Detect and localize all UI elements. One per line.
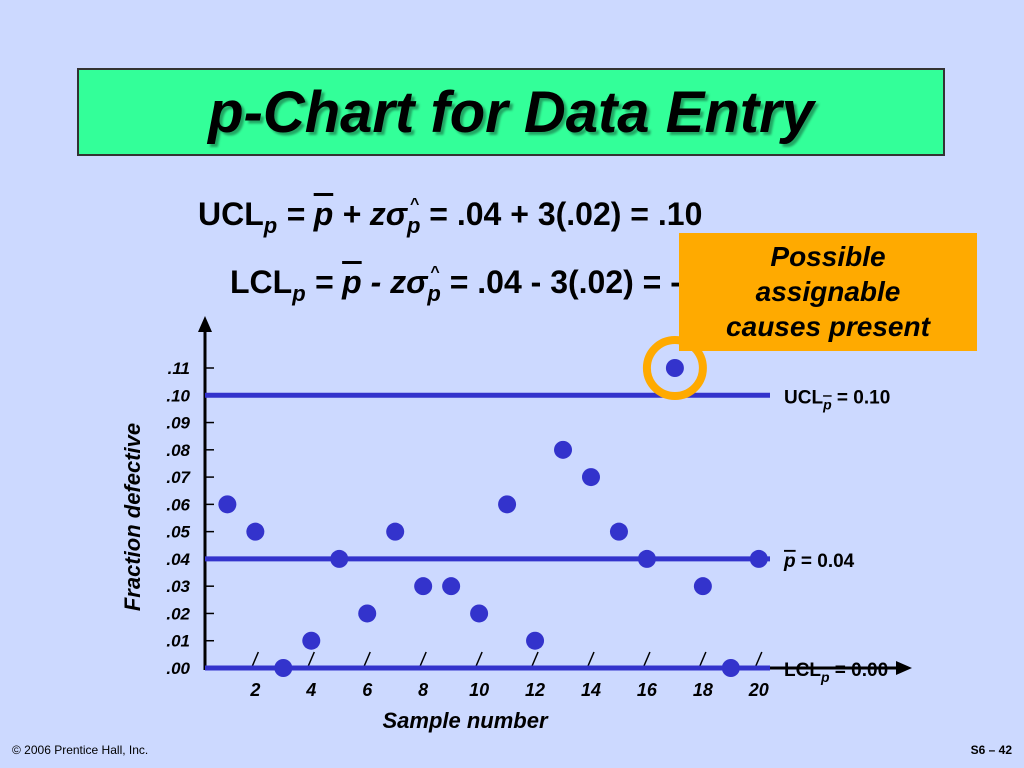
- data-point: [665, 359, 684, 377]
- x-tick-label: 14: [581, 680, 601, 700]
- y-tick-label: .03: [166, 577, 190, 596]
- data-point: [246, 522, 265, 541]
- callout-line-1: Possible: [770, 241, 886, 272]
- x-tick-label: 6: [362, 680, 373, 700]
- lcl-formula-pbar: p: [342, 264, 362, 300]
- x-tick-label: 12: [525, 680, 545, 700]
- data-point: [609, 522, 628, 541]
- y-tick-label: .11: [168, 359, 190, 378]
- ucl-formula: UCLp = p + zσ ^ p = .04 + 3(.02) = .10: [198, 196, 703, 238]
- lcl-formula-z: z: [390, 264, 407, 300]
- x-tick-label: 4: [305, 680, 316, 700]
- ucl-formula-sigma: σ: [385, 196, 407, 232]
- y-tick-label: .08: [166, 441, 190, 460]
- data-point: [218, 495, 237, 514]
- data-point: [442, 577, 461, 596]
- lcl-formula-lead: LCL: [230, 264, 293, 300]
- data-point: [581, 468, 600, 487]
- x-tick: [363, 651, 371, 667]
- copyright: © 2006 Prentice Hall, Inc.: [12, 743, 149, 757]
- lcl-formula-eq: =: [314, 264, 334, 300]
- x-tick: [307, 651, 315, 667]
- ucl-formula-z: z: [369, 196, 386, 232]
- y-tick-label: .09: [166, 414, 190, 433]
- data-point: [498, 495, 517, 514]
- x-tick-label: 2: [249, 680, 260, 700]
- x-tick: [475, 651, 483, 667]
- lcl-formula-sigma-sub: p: [427, 281, 441, 306]
- y-axis-arrow-icon: [198, 316, 212, 332]
- y-tick-label: .04: [166, 550, 190, 569]
- ucl-formula-lead: UCL: [198, 196, 264, 232]
- data-point: [526, 631, 545, 650]
- x-tick: [699, 651, 707, 667]
- x-axis-arrow-icon: [896, 661, 912, 675]
- control-line-label: UCLp = 0.10: [784, 387, 890, 412]
- slide-number: S6 – 42: [970, 743, 1012, 757]
- data-point: [470, 604, 489, 623]
- ucl-formula-op: +: [342, 196, 361, 232]
- y-tick-label: .07: [166, 468, 191, 487]
- lcl-formula-op: -: [370, 264, 382, 300]
- x-tick: [643, 651, 651, 667]
- y-tick-label: .06: [166, 495, 190, 514]
- data-point: [637, 549, 656, 568]
- ucl-formula-rest: = .04 + 3(.02) = .10: [429, 196, 703, 232]
- y-tick-label: .05: [166, 523, 190, 542]
- data-point: [554, 440, 573, 459]
- ucl-formula-pbar: p: [313, 196, 334, 232]
- ucl-formula-hat: ^: [409, 196, 420, 213]
- x-tick: [531, 651, 539, 667]
- data-point: [302, 631, 321, 650]
- data-point: [749, 549, 768, 568]
- data-point: [330, 549, 349, 568]
- x-tick: [587, 651, 595, 667]
- lcl-formula-hat: ^: [430, 264, 440, 281]
- title-box: p-Chart for Data Entry: [77, 68, 945, 156]
- data-point: [414, 577, 433, 596]
- out-of-control-highlight-ring: [642, 336, 707, 400]
- lcl-formula-sigma: σ: [406, 264, 428, 300]
- x-tick-label: 20: [748, 680, 769, 700]
- y-tick-label: .01: [166, 632, 190, 651]
- data-point: [386, 522, 405, 541]
- data-point: [274, 659, 293, 677]
- ucl-formula-eq: =: [286, 196, 305, 232]
- lcl-formula-lead-sub: p: [292, 281, 306, 306]
- x-tick-label: 8: [418, 680, 428, 700]
- ucl-formula-sigma-sub: p: [406, 213, 421, 238]
- x-tick-label: 16: [637, 680, 658, 700]
- x-tick: [251, 651, 260, 667]
- x-tick-label: 10: [469, 680, 489, 700]
- x-axis-title: Sample number: [382, 708, 548, 733]
- y-tick-label: .10: [166, 386, 190, 405]
- control-line-label: p = 0.04: [783, 551, 855, 572]
- y-axis-title: Fraction defective: [120, 423, 145, 611]
- data-point: [358, 604, 377, 623]
- ucl-formula-lead-sub: p: [263, 213, 278, 238]
- data-point: [721, 659, 740, 677]
- x-tick: [755, 651, 763, 667]
- control-line-label: LCLp = 0.00: [784, 660, 888, 685]
- x-tick-label: 18: [693, 680, 713, 700]
- assignable-causes-callout: Possible assignable causes present: [679, 233, 977, 351]
- y-tick-label: .02: [166, 604, 190, 623]
- x-tick: [419, 651, 427, 667]
- slide-title: p-Chart for Data Entry: [208, 79, 814, 145]
- callout-line-3: causes present: [726, 311, 930, 342]
- data-point: [693, 577, 712, 596]
- y-tick-label: .00: [166, 659, 190, 678]
- callout-line-2: assignable: [755, 276, 901, 307]
